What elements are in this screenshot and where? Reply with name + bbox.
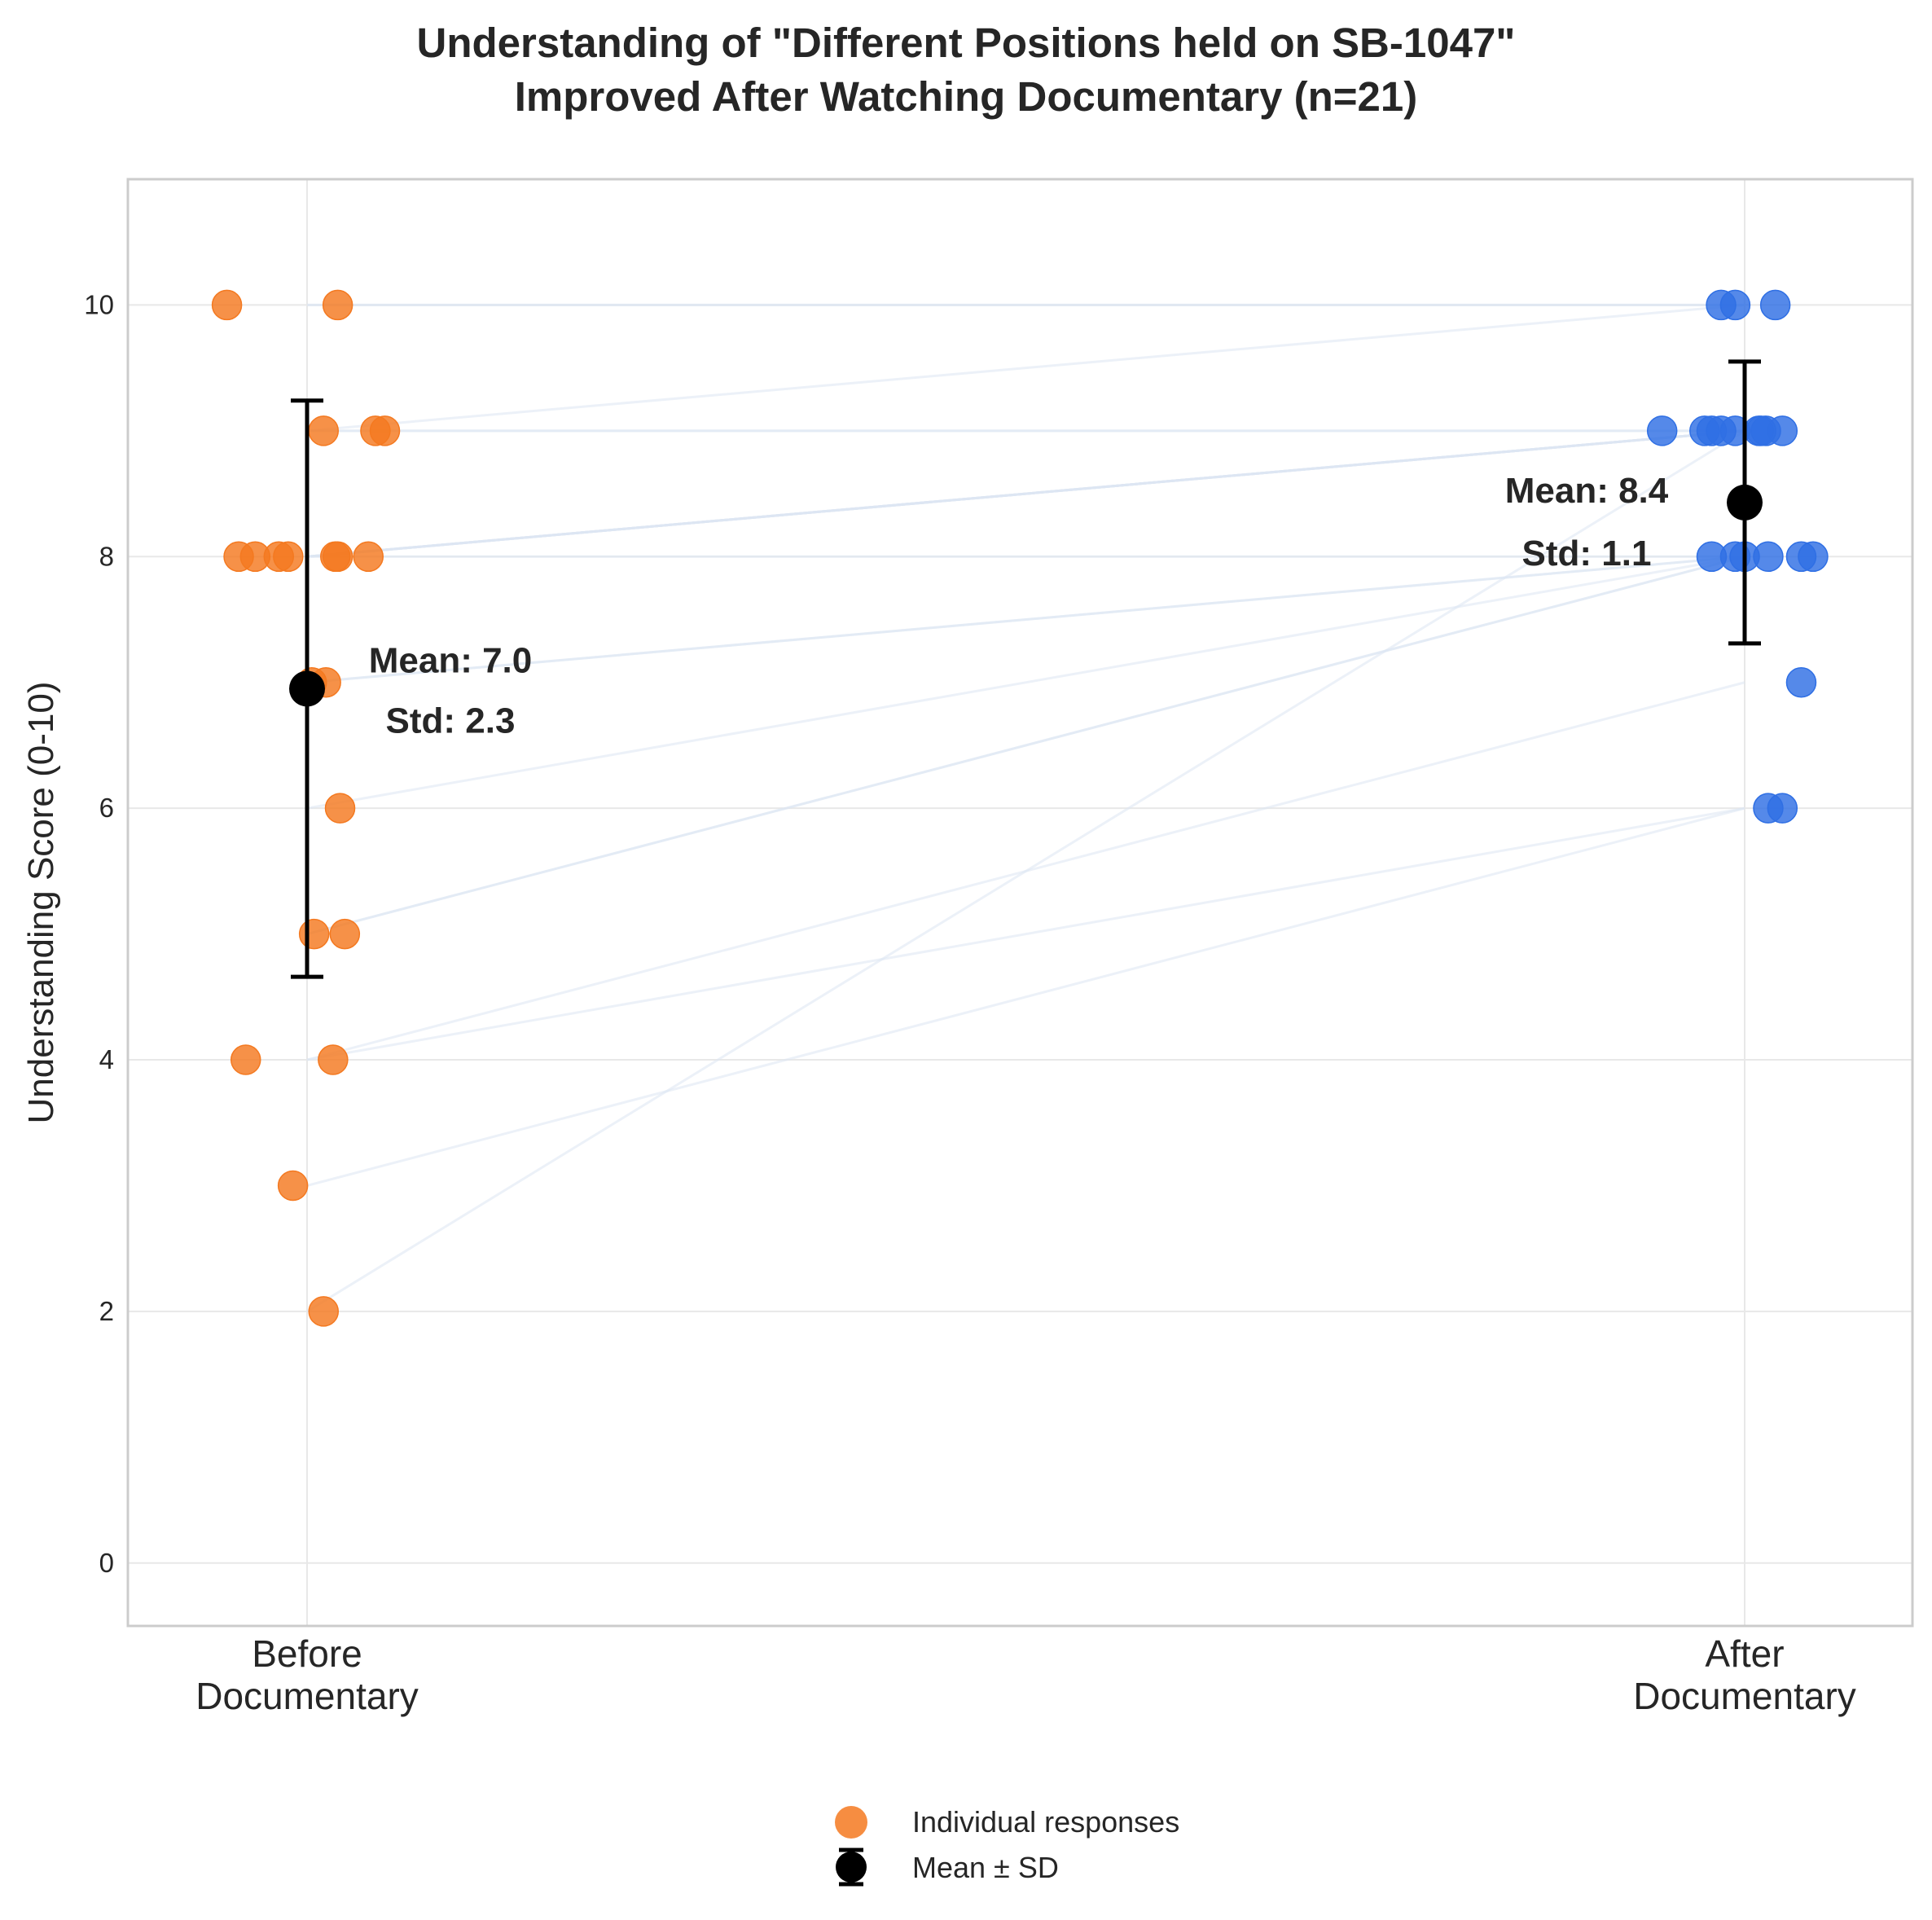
after-point xyxy=(1753,541,1784,573)
plot-frame xyxy=(126,178,1914,1628)
before-point xyxy=(322,541,353,573)
pair-line xyxy=(306,806,1745,1061)
pair-lines xyxy=(306,303,1745,1313)
mean-marker xyxy=(289,670,325,707)
legend-label-individual: Individual responses xyxy=(912,1805,1179,1839)
legend: Individual responses Mean ± SD xyxy=(835,1805,1179,1887)
std-annotation-after: Std: 1.1 xyxy=(1522,534,1652,573)
before-point xyxy=(318,1044,349,1075)
legend-marker-individual xyxy=(835,1806,867,1839)
before-point xyxy=(322,289,353,321)
y-tick-labels: 0 2 4 6 8 10 xyxy=(84,289,114,1577)
x-tick-label: After xyxy=(1705,1632,1784,1675)
before-point xyxy=(277,1170,309,1202)
mean-annotation-before: Mean: 7.0 xyxy=(369,640,533,680)
before-point xyxy=(353,541,384,573)
y-tick-label: 0 xyxy=(99,1548,114,1578)
after-point xyxy=(1798,541,1829,573)
y-tick-label: 4 xyxy=(99,1044,114,1074)
after-point xyxy=(1745,415,1777,446)
before-point xyxy=(308,1296,340,1327)
pair-line xyxy=(306,429,1745,558)
after-point xyxy=(1767,793,1798,824)
before-point xyxy=(273,541,304,573)
mean-marker xyxy=(1727,484,1763,521)
before-point xyxy=(369,415,401,446)
legend-marker-mean xyxy=(836,1848,867,1887)
before-point xyxy=(298,918,330,950)
x-tick-label: Documentary xyxy=(195,1675,419,1717)
after-point xyxy=(1785,666,1817,698)
mean-annotation-after: Mean: 8.4 xyxy=(1505,471,1669,511)
chart-title-line-1: Understanding of "Different Positions he… xyxy=(417,20,1516,66)
pair-line xyxy=(306,806,1745,1187)
y-axis-label: Understanding Score (0-10) xyxy=(21,682,61,1124)
before-point xyxy=(211,289,243,321)
pair-line xyxy=(306,429,1745,1313)
after-point xyxy=(1759,289,1791,321)
pair-line xyxy=(306,303,1745,433)
y-tick-label: 2 xyxy=(99,1296,114,1326)
chart-title: Understanding of "Different Positions he… xyxy=(417,20,1516,120)
grid-lines xyxy=(128,179,1912,1626)
stat-annotations: Mean: 7.0 Std: 2.3 Mean: 8.4 Std: 1.1 xyxy=(369,471,1669,741)
before-point xyxy=(230,1044,261,1075)
pair-line xyxy=(306,555,1745,810)
before-point xyxy=(308,415,340,446)
legend-label-mean: Mean ± SD xyxy=(912,1851,1059,1884)
before-point xyxy=(329,918,361,950)
mean-sd-markers xyxy=(289,359,1763,979)
y-tick-label: 6 xyxy=(99,793,114,823)
y-tick-label: 8 xyxy=(99,541,114,571)
x-tick-label: Before xyxy=(252,1632,362,1675)
after-point xyxy=(1646,415,1678,446)
y-tick-label: 10 xyxy=(84,289,114,319)
pair-line xyxy=(306,555,1745,936)
before-point xyxy=(324,793,356,824)
after-point xyxy=(1719,289,1751,321)
std-annotation-before: Std: 2.3 xyxy=(386,701,516,740)
chart-title-line-2: Improved After Watching Documentary (n=2… xyxy=(515,73,1417,120)
x-tick-label: Documentary xyxy=(1633,1675,1856,1717)
